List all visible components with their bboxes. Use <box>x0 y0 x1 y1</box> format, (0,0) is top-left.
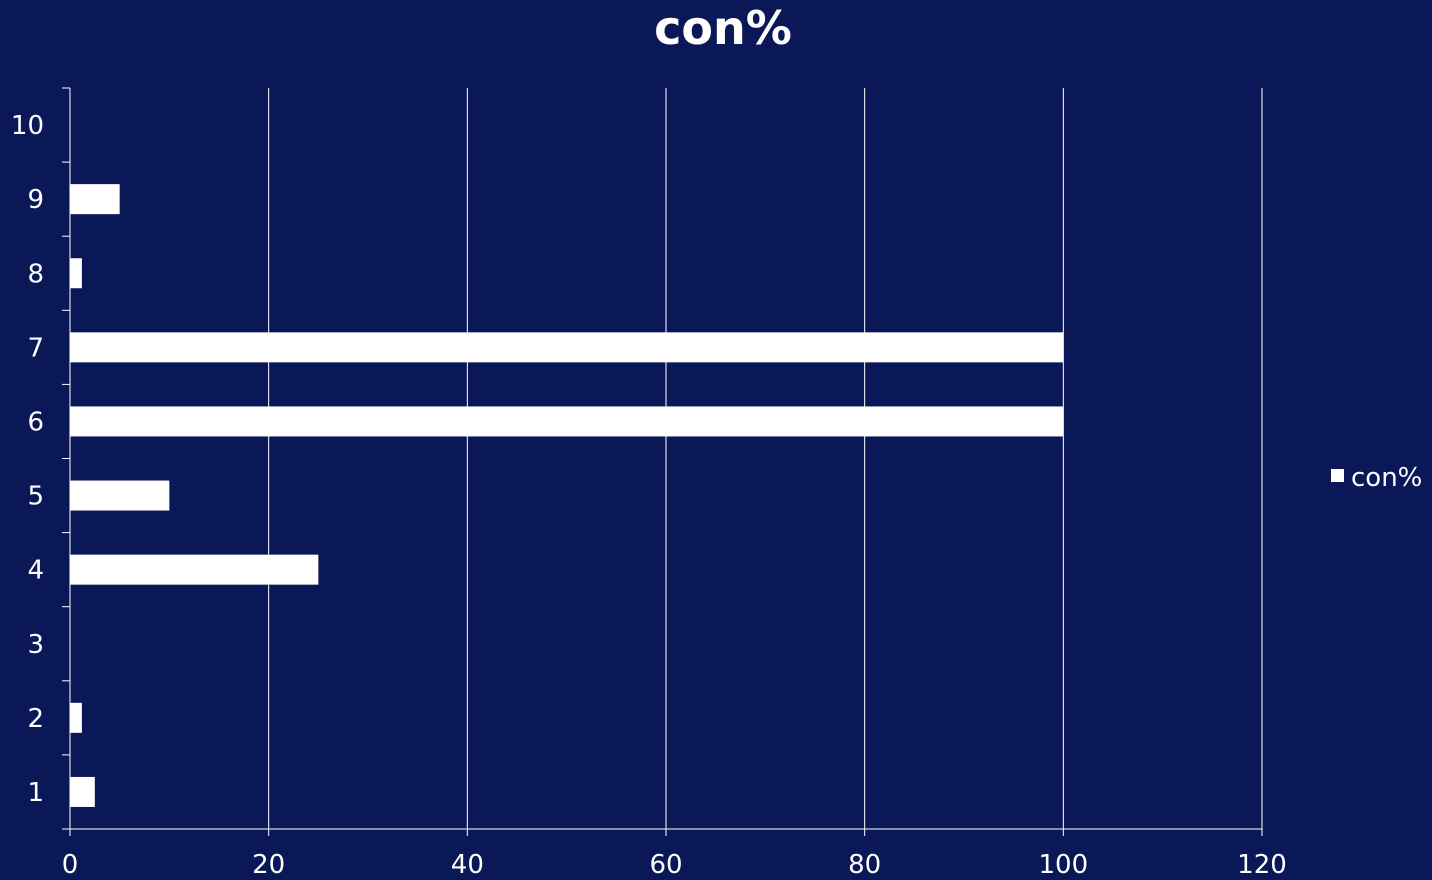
chart-title: con% <box>654 1 792 55</box>
y-tick-label: 8 <box>27 259 44 289</box>
y-tick-label: 4 <box>27 556 44 586</box>
x-tick-label: 60 <box>649 850 682 880</box>
x-tick-labels: 0 20 40 60 80 100 120 <box>62 850 1287 880</box>
bar-category-8 <box>70 258 82 289</box>
bar-category-4 <box>70 554 319 585</box>
bar-category-7 <box>70 332 1064 363</box>
y-tick-label: 6 <box>27 407 44 437</box>
bars <box>70 184 1064 807</box>
y-tick-label: 3 <box>27 630 44 660</box>
y-tick-label: 7 <box>27 333 44 363</box>
x-tick-label: 0 <box>62 850 79 880</box>
bar-category-1 <box>70 776 95 807</box>
x-tick-label: 20 <box>252 850 285 880</box>
y-tick-label: 9 <box>27 185 44 215</box>
legend: con% <box>1331 463 1422 493</box>
y-tick-labels: 1 2 3 4 5 6 7 8 9 10 <box>11 111 44 808</box>
y-tick-label: 1 <box>27 778 44 808</box>
y-tick-label: 5 <box>27 482 44 512</box>
x-tick-label: 80 <box>848 850 881 880</box>
bar-category-6 <box>70 406 1064 437</box>
gridlines <box>268 88 1263 829</box>
y-tick-label: 2 <box>27 704 44 734</box>
y-tick-label: 10 <box>11 111 44 141</box>
x-tick-label: 100 <box>1039 850 1089 880</box>
x-tick-label: 120 <box>1237 850 1287 880</box>
x-tick-label: 40 <box>451 850 484 880</box>
legend-swatch <box>1331 469 1344 482</box>
bar-category-5 <box>70 480 170 511</box>
bar-category-9 <box>70 184 120 215</box>
axes <box>62 87 1263 836</box>
bar-category-2 <box>70 702 82 733</box>
legend-label: con% <box>1351 463 1422 493</box>
